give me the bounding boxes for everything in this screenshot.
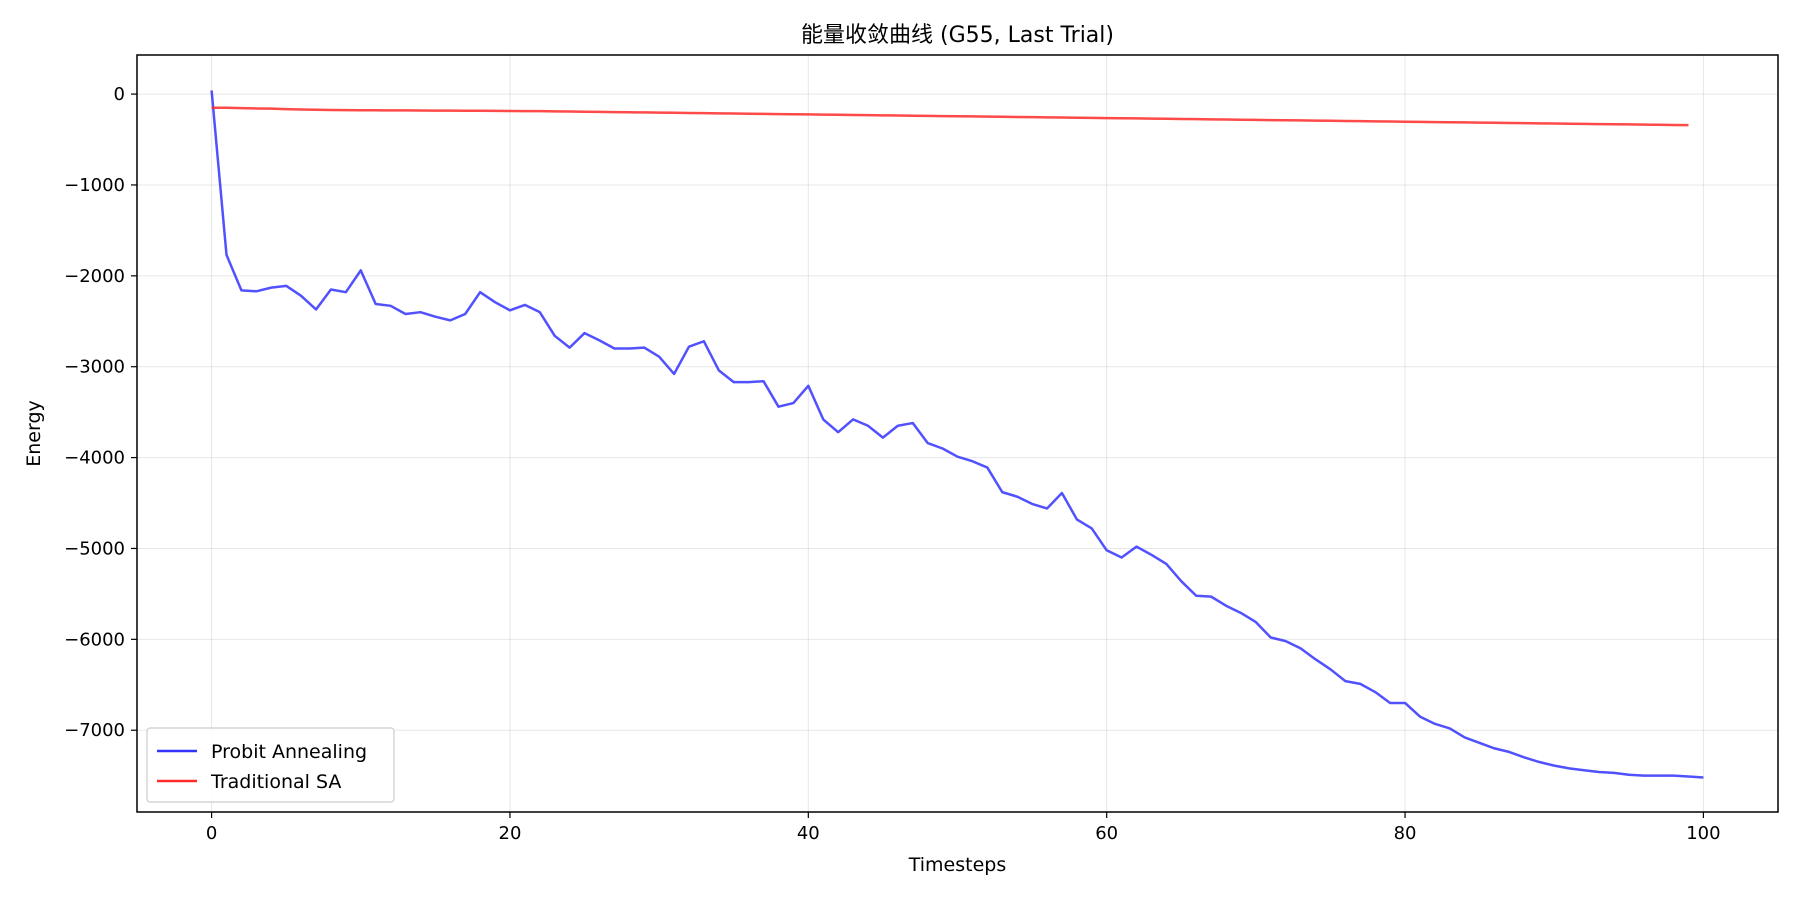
x-axis-label: Timesteps bbox=[908, 854, 1007, 876]
x-tick-label: 20 bbox=[499, 823, 522, 844]
y-tick-label: −4000 bbox=[64, 448, 125, 469]
legend-label-probit-annealing: Probit Annealing bbox=[211, 741, 367, 763]
y-tick-label: −6000 bbox=[64, 629, 125, 650]
x-tick-label: 40 bbox=[797, 823, 820, 844]
series-line-0 bbox=[210, 90, 1704, 779]
y-tick-label: −3000 bbox=[64, 357, 125, 378]
plot-area-frame bbox=[136, 54, 1779, 813]
legend: Probit Annealing Traditional SA bbox=[146, 727, 395, 803]
y-tick-label: 0 bbox=[114, 84, 125, 105]
y-axis-label: Energy bbox=[23, 400, 45, 467]
y-tick-label: −2000 bbox=[64, 266, 125, 287]
series-lines bbox=[210, 90, 1704, 779]
axis-ticks: 0 20 40 60 80 100 0 −1000 −2000 −3000 −4000 −5000 −6… bbox=[64, 84, 1720, 844]
x-tick-label: 60 bbox=[1095, 823, 1118, 844]
y-tick-label: −7000 bbox=[64, 720, 125, 741]
y-tick-label: −1000 bbox=[64, 175, 125, 196]
legend-label-traditional-sa: Traditional SA bbox=[210, 771, 341, 793]
chart-title: 能量收敛曲线 (G55, Last Trial) bbox=[801, 23, 1114, 48]
series-line-1 bbox=[211, 106, 1689, 127]
y-tick-label: −5000 bbox=[64, 538, 125, 559]
x-tick-label: 100 bbox=[1686, 823, 1720, 844]
x-tick-label: 80 bbox=[1394, 823, 1417, 844]
legend-box bbox=[146, 727, 395, 803]
x-tick-label: 0 bbox=[206, 823, 217, 844]
